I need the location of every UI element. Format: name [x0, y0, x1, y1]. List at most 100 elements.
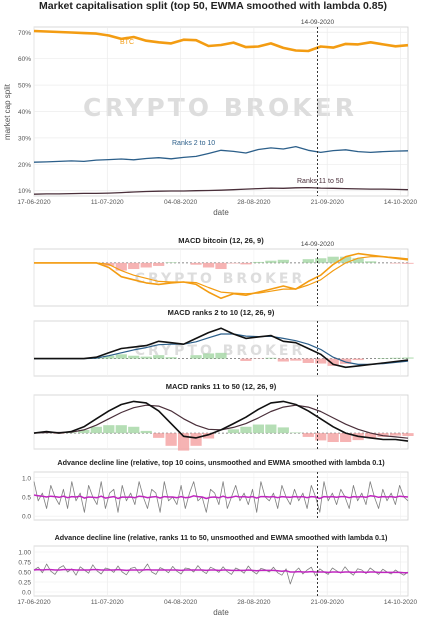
histogram-bar: [340, 433, 352, 443]
raw-line: [33, 481, 409, 513]
y-tick-label: 0.0: [22, 590, 31, 597]
x-tick-label: 11-07-2020: [91, 599, 124, 606]
y-tick-label: 0.75: [18, 560, 31, 567]
panel-advance-decline-ranks-11-50: 0.0 0.25 0.50 0.75 1.00 17-06-2020 11-07-2020 0…: [17, 545, 418, 617]
histogram-bar: [115, 354, 127, 359]
histogram-bar: [402, 433, 414, 436]
y-tick-label: 0.25: [18, 580, 31, 587]
x-axis-title: date: [213, 608, 229, 617]
plot-frame: [33, 545, 409, 597]
x-tick-label: 17-06-2020: [17, 599, 51, 606]
panel-advance-decline-top10: 0.0 0.5 1.0: [22, 471, 409, 521]
panel-macd-ranks-2-10: CRYPTO BROKER: [33, 320, 414, 377]
histogram-bar: [364, 433, 377, 438]
macd-line: [34, 327, 409, 369]
histogram-bar: [340, 358, 352, 364]
histogram-bar: [165, 357, 177, 359]
histogram-bar: [215, 352, 227, 359]
y-tick-label: 1.0: [22, 475, 31, 482]
x-tick-label: 11-07-2020: [91, 199, 124, 206]
histogram-bar: [153, 433, 165, 438]
histogram-bar: [190, 262, 202, 265]
histogram-bar: [277, 259, 289, 263]
histogram-bar: [290, 358, 302, 361]
histogram-bar: [78, 429, 90, 434]
histogram-bar: [252, 261, 265, 263]
histogram-bar: [327, 433, 339, 443]
ad-title-5: Advance decline line (relative, ranks 11…: [55, 533, 388, 542]
y-tick-label: 70%: [18, 30, 31, 37]
histogram-bar: [265, 424, 277, 434]
histogram-bar: [265, 357, 277, 359]
series-line-1: [33, 145, 409, 163]
histogram-bar: [402, 357, 414, 359]
macd-title-2: MACD ranks 11 to 50 (12, 26, 9): [166, 382, 277, 391]
y-tick-label: 60%: [18, 56, 31, 63]
macd-line: [34, 252, 409, 300]
ewma-line: [33, 568, 408, 574]
histogram-bar: [165, 262, 177, 263]
histogram-bar: [202, 262, 215, 268]
histogram-bar: [315, 433, 327, 441]
histogram-bar: [327, 358, 339, 366]
event-label: 14-09-2020: [301, 241, 335, 248]
histogram-bar: [402, 262, 414, 264]
histogram-bar: [389, 262, 402, 264]
y-tick-label: 0.50: [18, 570, 31, 577]
y-tick-label: 30%: [18, 135, 31, 142]
histogram-bar: [128, 426, 140, 434]
histogram-bar: [165, 433, 177, 446]
signal-line: [34, 333, 409, 365]
histogram-bar: [103, 425, 115, 434]
histogram-bar: [352, 358, 364, 361]
histogram-bar: [377, 433, 389, 437]
y-tick-label: 50%: [18, 83, 31, 90]
histogram-bar: [140, 430, 152, 434]
y-tick-label: 0.0: [22, 514, 31, 521]
histogram-bar: [277, 427, 289, 434]
histogram-bar: [352, 258, 364, 263]
y-tick-label: 0.5: [22, 494, 31, 501]
series-label-0: BTC: [120, 39, 134, 46]
series-line-0: [33, 29, 409, 53]
histogram-bar: [377, 358, 389, 359]
x-tick-label: 14-10-2020: [384, 199, 418, 206]
ewma-line: [33, 494, 409, 500]
series-label-2: Ranks 11 to 50: [297, 178, 344, 185]
histogram-bar: [277, 358, 289, 362]
macd-title-1: MACD ranks 2 to 10 (12, 26, 9): [168, 308, 275, 317]
x-tick-label: 21-09-2020: [311, 599, 345, 606]
histogram-bar: [389, 433, 402, 436]
histogram-bar: [190, 355, 202, 359]
histogram-bar: [240, 262, 252, 265]
macd-line: [33, 400, 409, 442]
histogram-bar: [315, 258, 327, 263]
histogram-bar: [128, 355, 140, 359]
panel-macd-ranks-11-50: [33, 394, 414, 451]
histogram-bar: [302, 433, 314, 437]
main-chart-title: Market capitalisation split (top 50, EWM…: [39, 0, 387, 12]
histogram-bar: [364, 261, 377, 263]
watermark: CRYPTO BROKER: [83, 93, 357, 122]
histogram-bar: [153, 355, 165, 359]
histogram-bar: [240, 426, 252, 434]
histogram-bar: [177, 433, 190, 451]
x-tick-label: 04-08-2020: [164, 599, 198, 606]
histogram-bar: [290, 432, 302, 434]
plot-frame: [33, 471, 409, 521]
histogram-bar: [202, 433, 215, 439]
histogram-bar: [227, 429, 240, 434]
histogram-bar: [265, 260, 277, 263]
histogram-bar: [115, 262, 127, 271]
histogram-bar: [240, 358, 252, 361]
x-tick-label: 28-08-2020: [237, 599, 271, 606]
y-tick-label: 1.00: [18, 550, 31, 557]
x-tick-label: 04-08-2020: [164, 199, 198, 206]
histogram-bar: [340, 256, 352, 263]
histogram-bar: [140, 356, 152, 359]
histogram-bar: [315, 358, 327, 364]
event-label: 14-09-2020: [301, 19, 335, 26]
histogram-bar: [90, 426, 102, 434]
histogram-bar: [128, 262, 140, 270]
